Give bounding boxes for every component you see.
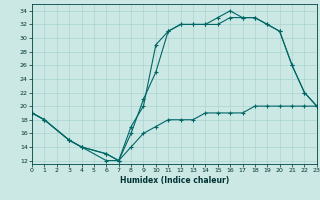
X-axis label: Humidex (Indice chaleur): Humidex (Indice chaleur) — [120, 176, 229, 185]
